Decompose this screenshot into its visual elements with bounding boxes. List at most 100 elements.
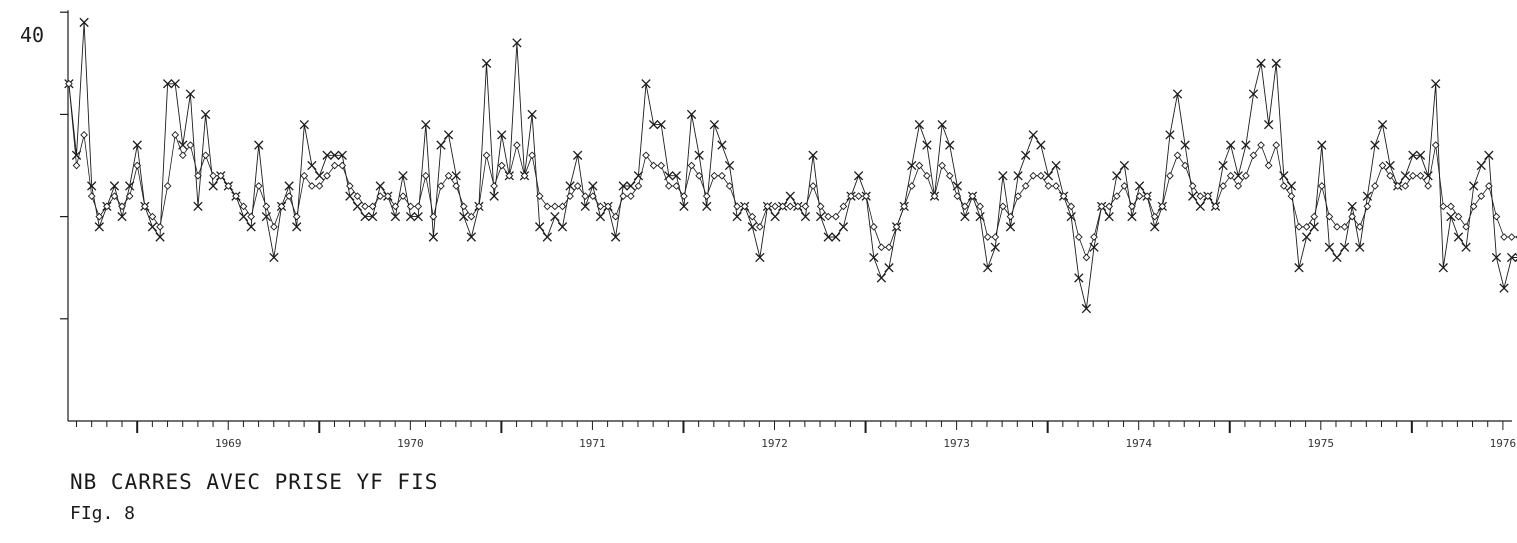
x-marker [94,222,104,232]
diamond-marker [847,192,855,201]
x-marker [337,150,347,160]
x-marker [124,181,135,191]
x-marker [975,211,985,222]
diamond-marker [953,192,962,201]
diamond-marker [1249,151,1258,160]
diamond-marker [72,161,81,170]
x-marker [557,222,568,232]
x-marker [838,222,849,232]
diamond-marker [604,202,612,211]
diamond-marker [854,192,863,201]
diamond-marker [1439,202,1448,211]
diamond-marker [1021,182,1030,190]
diamond-marker [763,202,772,211]
diamond-marker [513,141,521,149]
diamond-marker [353,192,362,201]
x-marker [489,191,499,201]
diamond-marker [1371,182,1379,190]
x-marker [1226,140,1236,150]
x-marker [679,201,689,212]
diamond-marker [634,182,643,190]
x-marker [1506,252,1517,263]
diamond-marker [733,202,741,211]
x-marker [1431,79,1441,89]
x-marker [246,222,256,232]
diamond-marker [156,222,164,231]
diamond-marker [239,202,248,211]
diamond-marker [1166,171,1174,180]
x-marker [1248,89,1259,99]
x-marker [1263,119,1274,130]
x-tick-label-1971: 1971 [579,437,606,450]
diamond-marker [748,212,757,221]
x-marker [1241,140,1251,150]
diamond-marker [1181,161,1189,170]
x-marker [641,79,651,89]
x-marker [747,222,757,232]
x-marker [1127,211,1137,222]
diamond-marker [543,202,552,211]
x-tick-label-1975: 1975 [1308,437,1335,450]
diamond-marker [1409,171,1417,180]
x-tick-label-1970: 1970 [397,437,424,450]
diamond-marker [839,202,848,211]
diamond-marker [1037,171,1045,180]
x-marker [1013,171,1023,181]
diamond-marker [885,243,893,252]
diamond-marker [642,151,650,160]
diamond-marker [809,182,817,190]
x-marker [512,38,522,48]
diamond-marker [801,202,810,211]
x-marker [732,211,742,222]
diamond-marker [725,182,734,190]
x-marker [588,181,598,191]
x-marker [823,232,833,242]
diamond-marker [1059,192,1068,201]
x-marker [808,150,818,160]
x-marker [1172,89,1183,99]
x-marker [1347,201,1357,212]
diamond-marker [1112,192,1121,201]
diamond-marker [938,161,946,170]
diamond-marker [1469,202,1478,211]
x-marker [542,232,552,242]
diamond-marker [581,192,590,201]
diamond-marker [778,202,787,211]
x-marker [656,119,666,130]
x-marker [527,109,537,120]
x-marker [466,232,477,242]
diamond-marker [945,171,954,180]
x-marker [998,171,1008,181]
x-marker [1195,201,1205,212]
diamond-marker [740,202,749,211]
x-tick-label-1974: 1974 [1125,437,1152,450]
diamond-marker [437,182,445,190]
x-marker [1081,303,1092,314]
x-marker [1317,140,1327,150]
x-marker [390,211,401,222]
series-line-x [68,21,1517,310]
diamond-marker [573,182,582,190]
diamond-marker [1485,182,1493,190]
diamond-marker [1363,202,1372,211]
diamond-marker [361,202,369,211]
diamond-marker [1158,202,1167,211]
x-marker [709,119,719,130]
diamond-marker [976,202,984,211]
diamond-marker [1188,182,1197,190]
diamond-marker [1333,222,1341,231]
diamond-marker [1355,222,1364,231]
diamond-marker [672,182,681,190]
x-marker [79,17,89,28]
x-marker [717,140,727,150]
x-marker [193,201,203,212]
diamond-marker [1492,212,1501,221]
x-marker [1180,140,1190,150]
diamond-marker [611,212,620,221]
diamond-marker [1348,212,1357,221]
diamond-marker [657,161,666,170]
x-marker [990,242,1000,252]
x-marker [702,201,712,212]
diamond-marker [1006,212,1015,221]
